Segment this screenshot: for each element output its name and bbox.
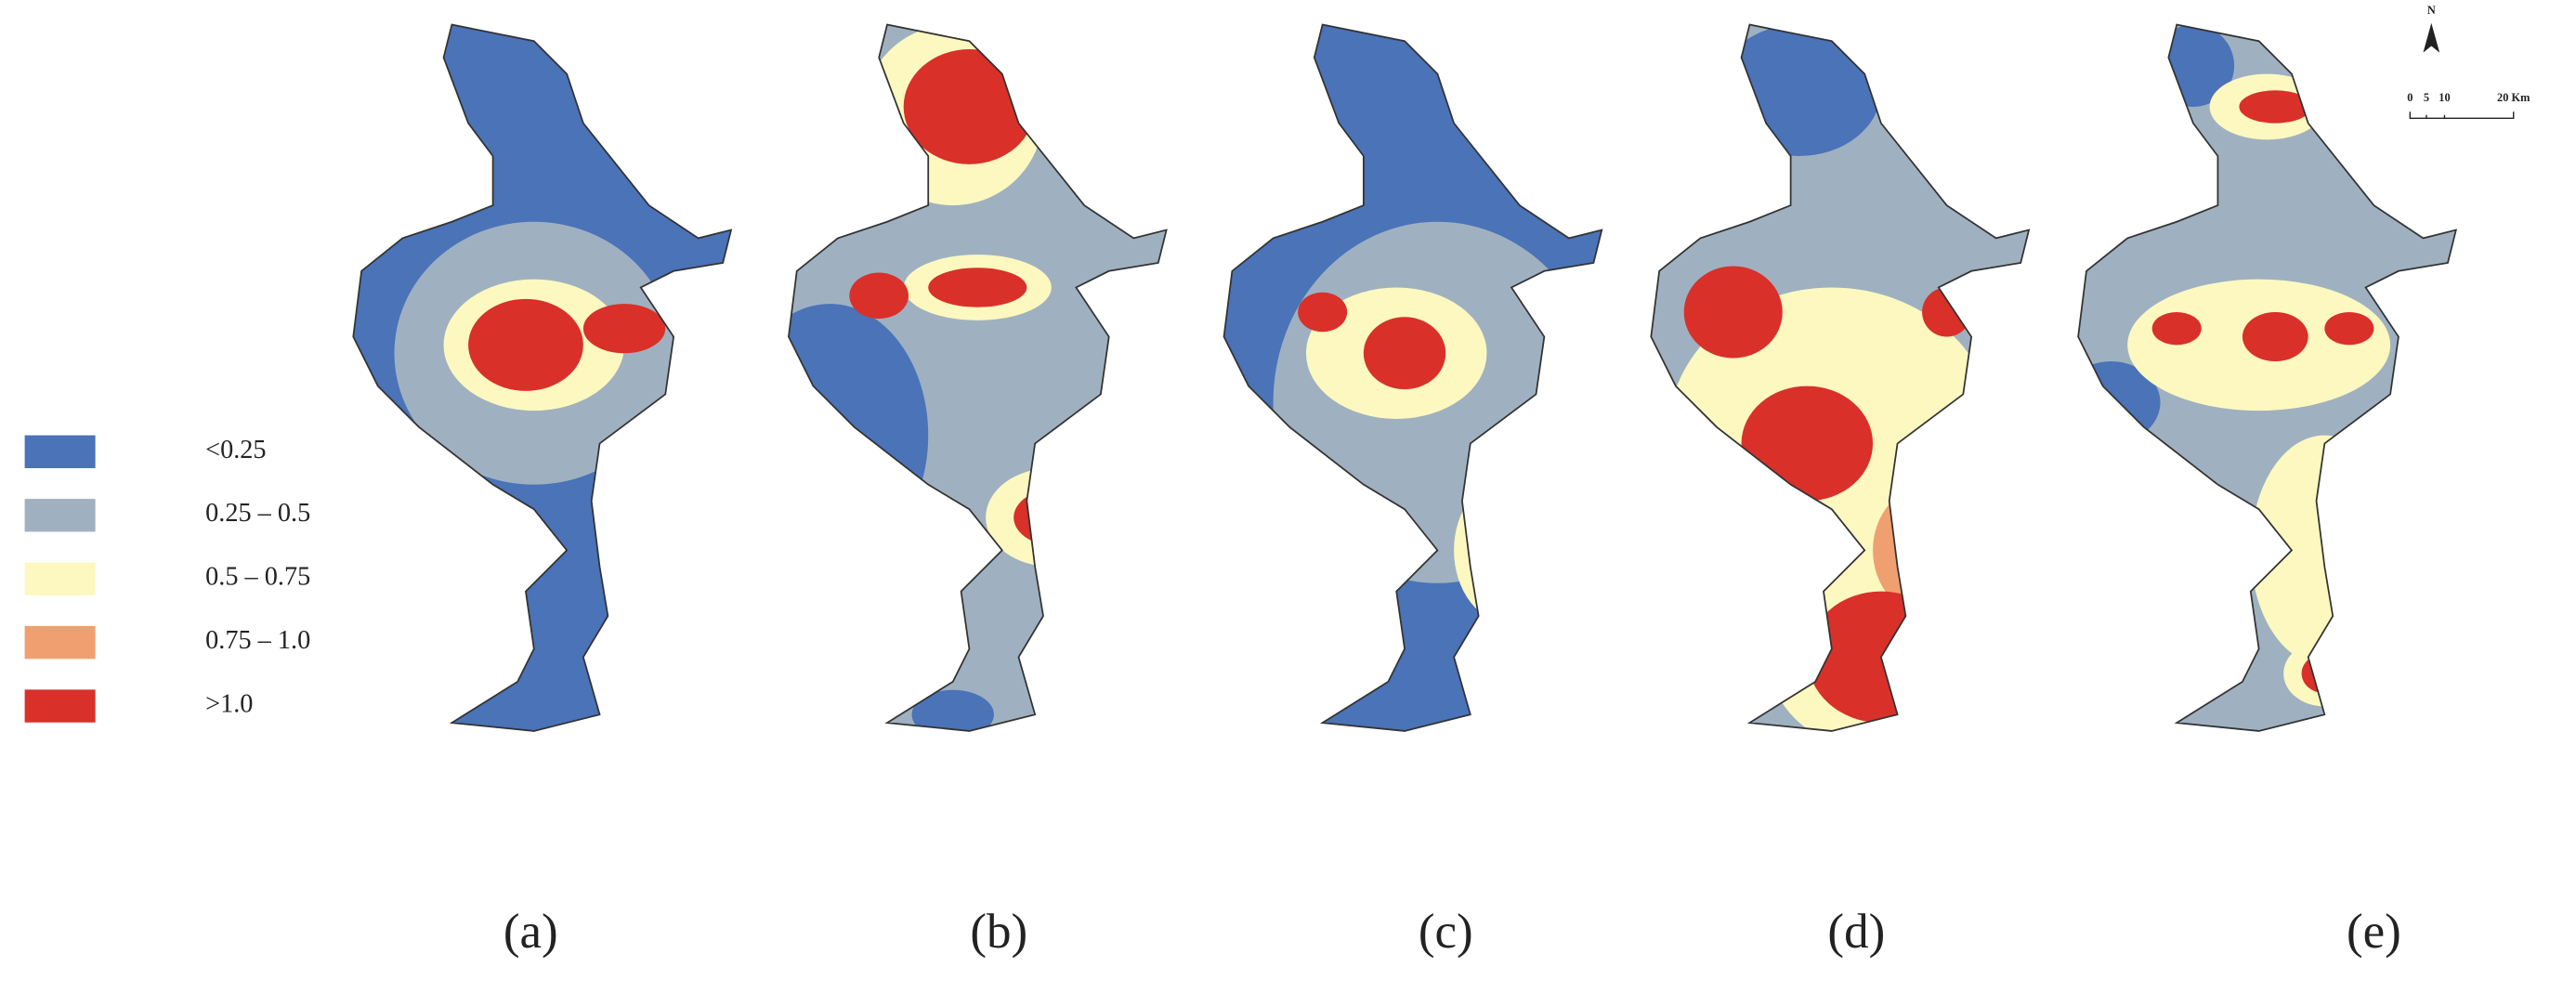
panel-label: (b): [970, 905, 1027, 959]
scale-label: 10: [2439, 91, 2450, 104]
panel-label: (a): [503, 905, 558, 959]
panel-label: (c): [1419, 905, 1473, 959]
scale-label: 20 Km: [2497, 91, 2530, 104]
legend-swatch: [24, 499, 96, 532]
map-panel: [1650, 23, 2030, 732]
scale-label: 0: [2407, 91, 2413, 104]
map-panel: [788, 23, 1168, 732]
north-arrow: [2423, 22, 2440, 53]
legend-label: 0.25 – 0.5: [205, 499, 310, 528]
legend-label: 0.5 – 0.75: [205, 563, 310, 592]
legend-label: >1.0: [205, 690, 253, 719]
legend-label: 0.75 – 1.0: [205, 626, 310, 655]
map-panel: [1223, 23, 1603, 732]
legend-label: <0.25: [205, 436, 266, 464]
panel-label: (d): [1827, 905, 1885, 959]
scale-bar: [2409, 111, 2515, 120]
panel-label: (e): [2347, 905, 2401, 959]
legend-swatch: [24, 689, 96, 723]
scale-label: 5: [2424, 91, 2429, 104]
legend-swatch: [24, 562, 96, 595]
legend-swatch: [24, 435, 96, 468]
legend-swatch: [24, 625, 96, 660]
map-panel: [352, 23, 732, 732]
north-label: N: [2427, 4, 2436, 17]
map-panel: [2077, 23, 2457, 732]
